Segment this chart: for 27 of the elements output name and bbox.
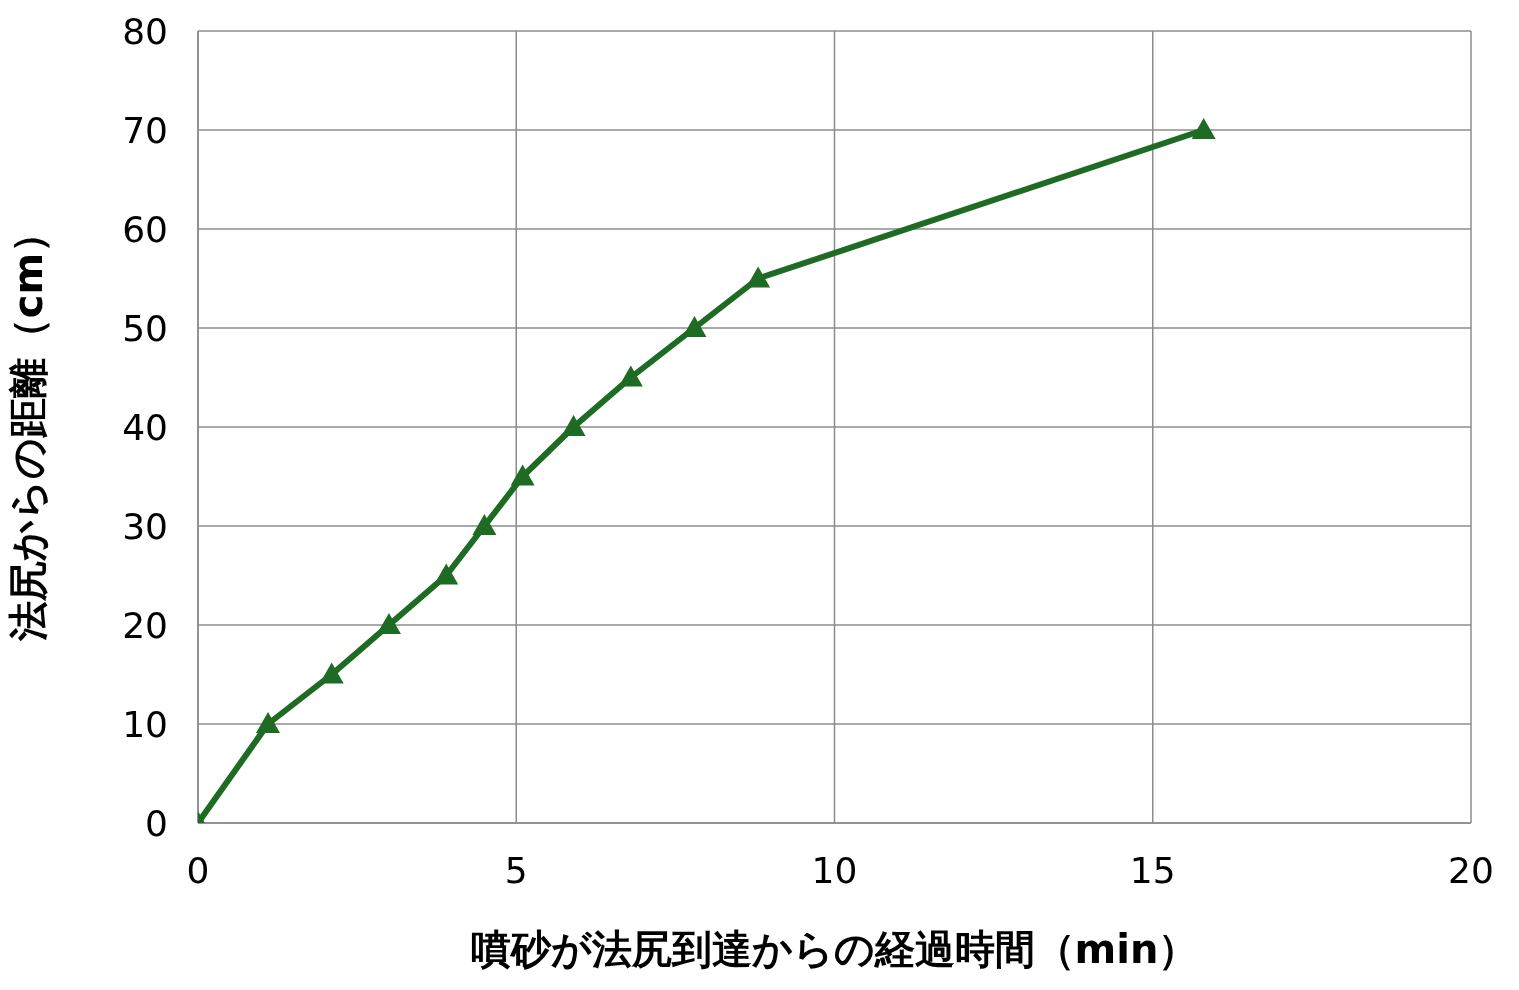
y-tick-label: 70 xyxy=(122,109,168,151)
x-tick-label: 0 xyxy=(186,849,210,891)
y-tick-label: 10 xyxy=(122,703,168,745)
y-tick-label: 60 xyxy=(122,208,168,250)
y-tick-label: 50 xyxy=(122,307,168,349)
point xyxy=(510,464,535,486)
y-tick-label: 30 xyxy=(122,505,168,547)
x-tick-label: 10 xyxy=(811,849,858,891)
y-tick-label: 80 xyxy=(122,10,168,52)
x-tick-label: 5 xyxy=(504,849,528,891)
y-tick-label: 20 xyxy=(122,604,168,646)
y-axis-title: 法尻からの距離（cm） xyxy=(5,212,52,643)
x-axis-title: 噴砂が法尻到達からの経過時間（min） xyxy=(470,926,1199,972)
x-tick-label: 15 xyxy=(1129,849,1176,891)
point xyxy=(434,563,459,585)
x-tick-label: 20 xyxy=(1448,849,1494,891)
point xyxy=(319,662,344,684)
point xyxy=(256,712,281,733)
point xyxy=(561,415,586,436)
point xyxy=(1191,118,1216,139)
point xyxy=(376,613,401,634)
point xyxy=(618,365,643,387)
point xyxy=(682,316,707,337)
y-tick-label: 0 xyxy=(145,802,168,844)
y-tick-label: 40 xyxy=(122,406,168,448)
point xyxy=(472,514,497,535)
point xyxy=(746,266,771,288)
